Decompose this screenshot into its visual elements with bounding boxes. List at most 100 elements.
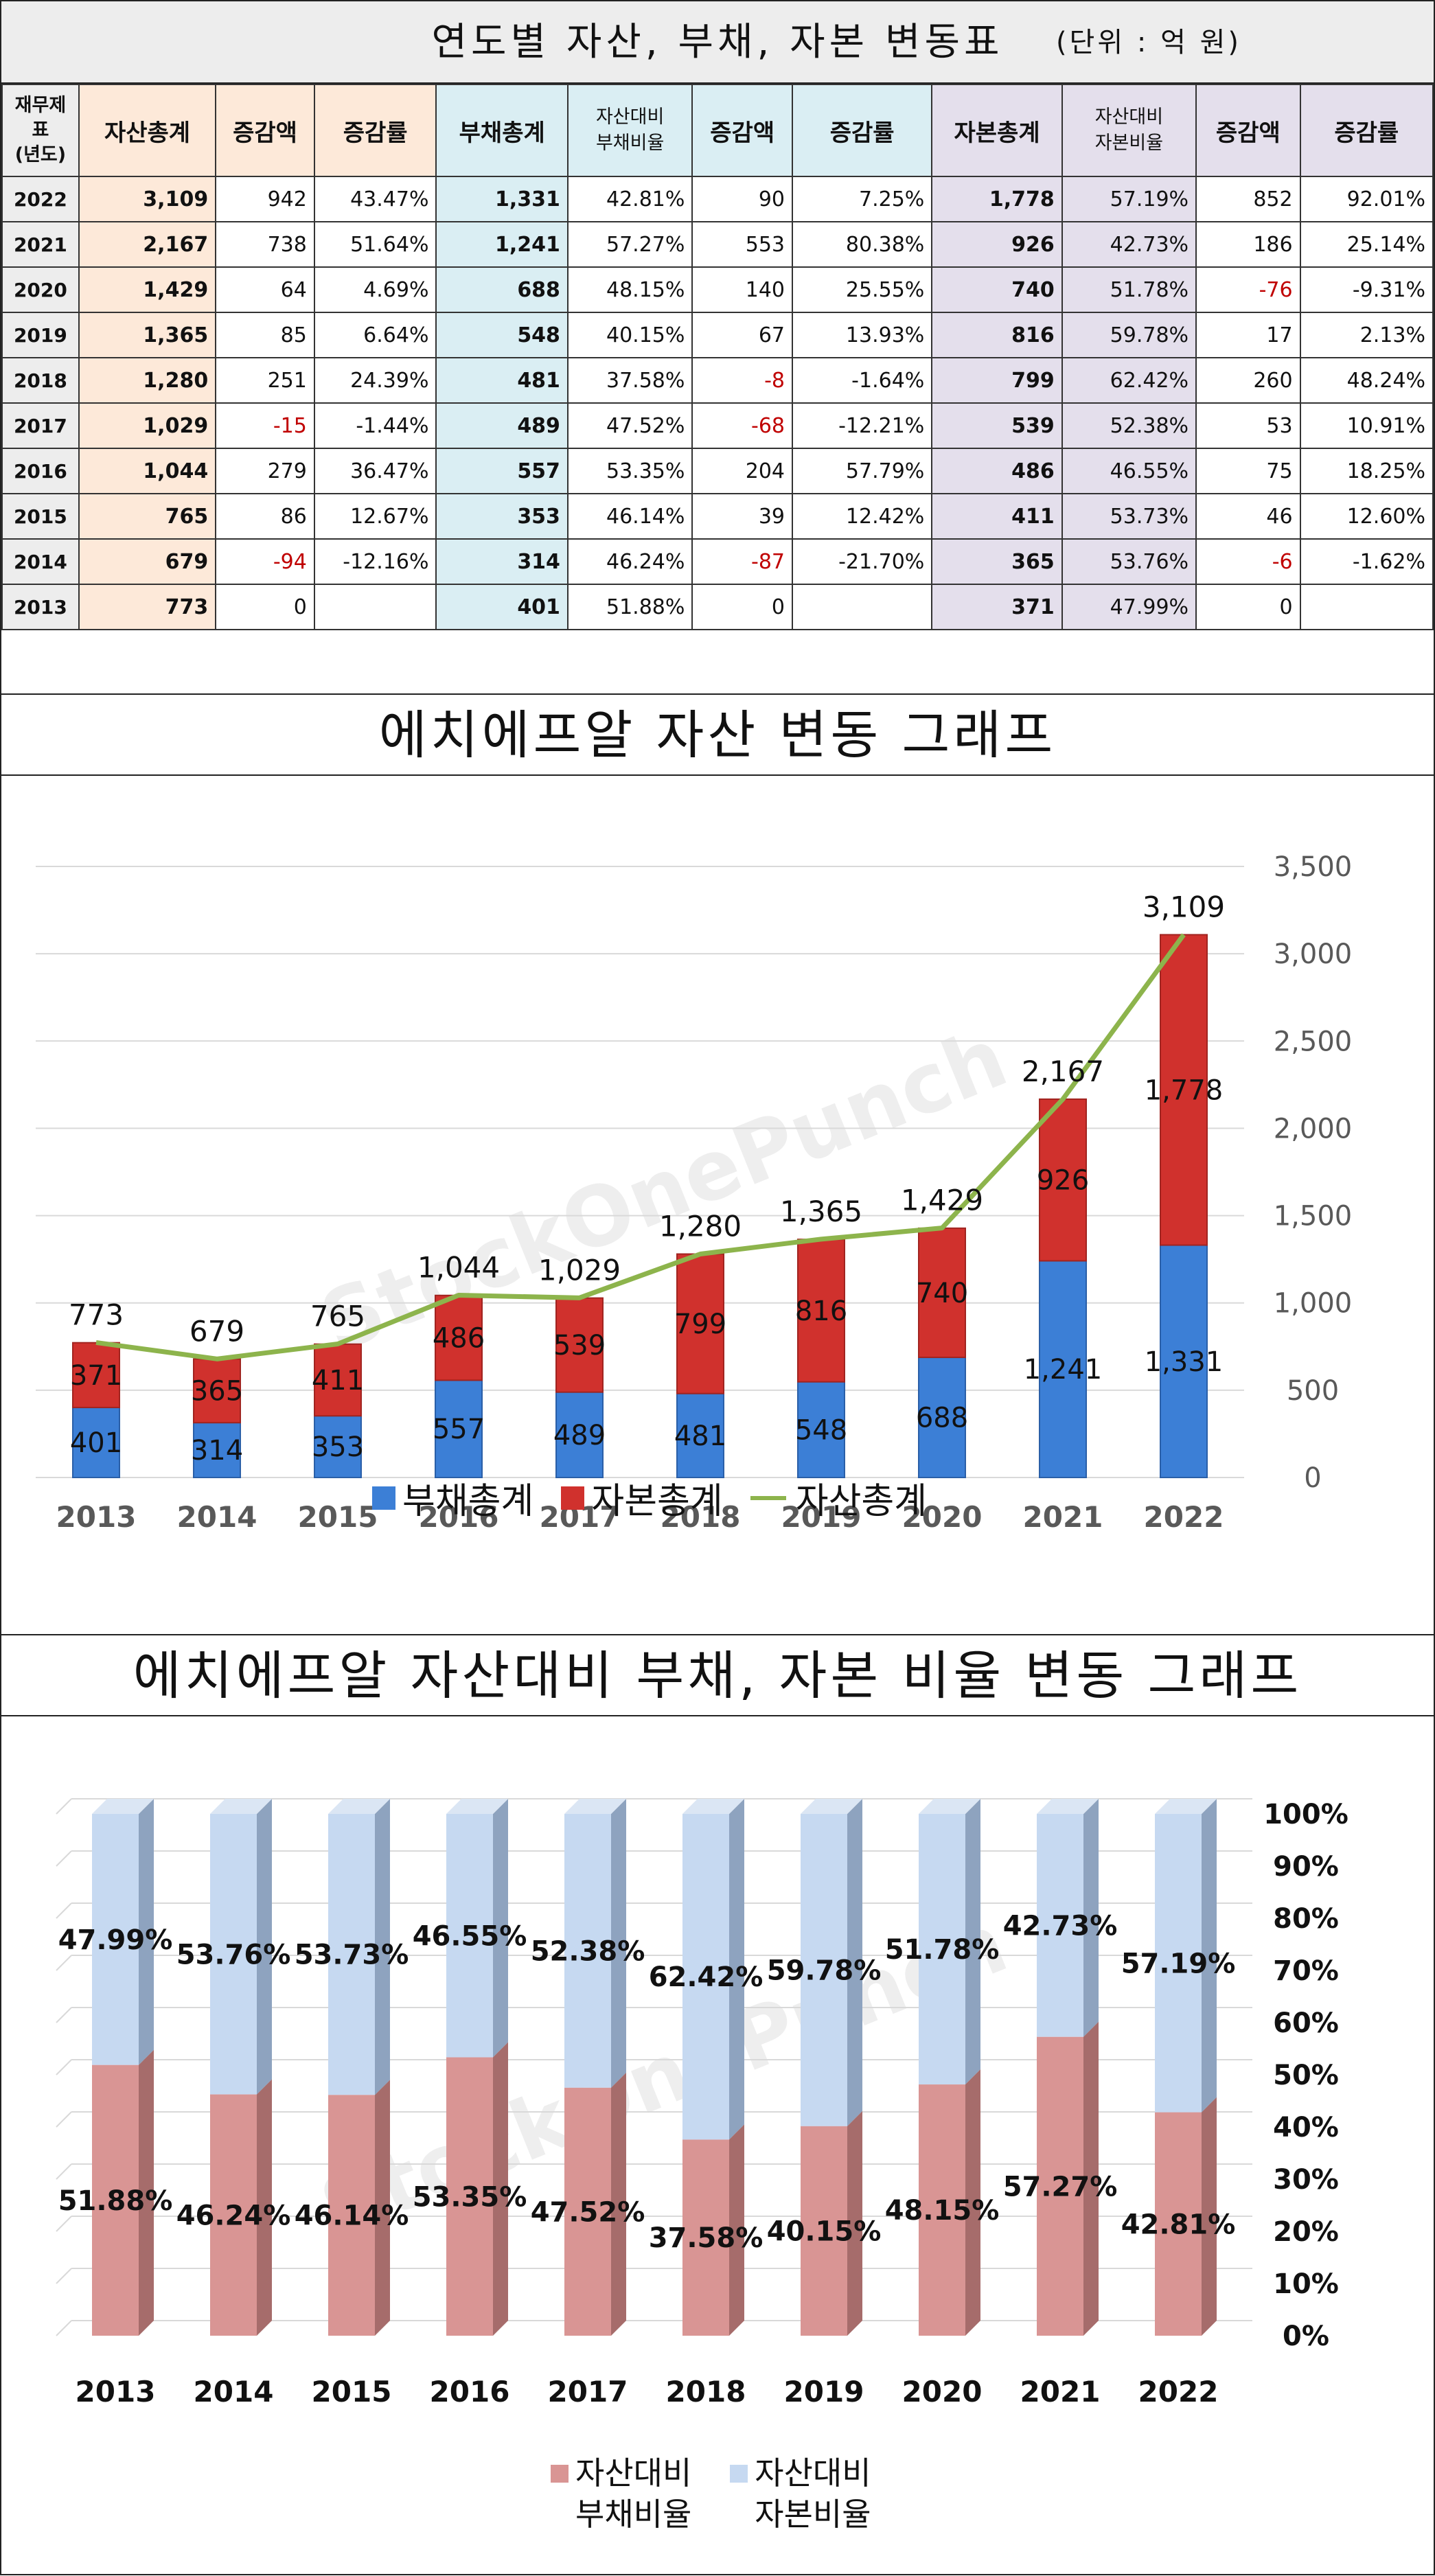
data-label-assets: 1,280 [659,1210,742,1243]
data-label-equity-ratio: 42.73% [1003,1910,1118,1942]
data-label-debt: 688 [916,1403,968,1434]
cell-debt-change-amount: 204 [691,448,793,494]
data-label-equity-ratio: 53.76% [176,1939,291,1970]
data-label-equity: 365 [191,1376,243,1407]
cell-equity-total: 740 [931,266,1063,313]
y-tick-label: 1,000 [1274,1288,1353,1320]
cell-debt-total: 548 [435,312,569,358]
data-label-debt-ratio: 46.14% [295,2200,409,2232]
table-title: 연도별 자산, 부채, 자본 변동표 [1,1,1434,84]
y-tick-label: 90% [1273,1851,1339,1883]
data-label-assets: 3,109 [1143,890,1225,923]
ratio-change-chart: StockOnePunch0%10%20%30%40%50%60%70%80%9… [56,1798,1348,2408]
data-label-assets: 1,029 [538,1253,621,1287]
cell-assets-total: 1,029 [78,402,217,449]
bar-equity-ratio-side [611,1799,626,2088]
data-label-equity: 486 [433,1323,485,1355]
bar-debt-ratio [682,2139,729,2336]
x-tick-label: 2015 [298,1500,378,1534]
bar-debt-ratio [1037,2036,1083,2336]
table-row: 2019 1,365 85 6.64% 548 40.15% 67 13.93% 816 59.7… [1,312,1434,358]
cell-debt-change-rate: 13.93% [791,312,933,358]
legend2-swatch-debt-ratio [551,2465,569,2483]
bar-equity [435,1294,483,1381]
cell-equity-change-rate: 10.91% [1299,402,1434,449]
data-label-debt: 401 [70,1427,122,1459]
x-tick-label: 2021 [1023,1500,1103,1534]
cell-assets-total: 1,280 [78,357,217,404]
y-tick-label: 70% [1273,1955,1339,1987]
bar-equity-ratio [328,1814,375,2095]
legend-swatch-equity [561,1486,585,1510]
cell-equity-change-rate: 48.24% [1299,357,1434,404]
bar-equity [555,1297,604,1393]
data-label-debt-ratio: 57.27% [1003,2171,1118,2203]
bar-debt-ratio-side [611,2072,626,2336]
legend2-item-debt-ratio: 자산대비 부채비율 [551,2452,691,2535]
cell-equity-total: 799 [931,357,1063,404]
asset-change-chart-section: 에치에프알 자산 변동 그래프 StockOnePunch 0 500 1,000 1,… [0,693,1435,1635]
cell-equity-ratio: 59.78% [1061,312,1197,358]
line-assets-total [95,933,1186,1361]
bar-equity-ratio-side [375,1799,390,2095]
data-label-debt: 557 [433,1414,485,1445]
data-label-debt: 548 [795,1414,847,1446]
x-tick-label: 2015 [312,2375,392,2408]
cell-equity-total: 371 [931,584,1063,630]
x-tick-label: 2018 [666,2375,746,2408]
cell-equity-change-amount: 53 [1195,402,1301,449]
gridline-side [56,1850,72,1867]
cell-assets-total: 3,109 [78,176,217,222]
cell-debt-total: 489 [435,402,569,449]
cell-assets-change-amount: 86 [215,493,315,540]
bar-debt-ratio [446,2057,493,2336]
bar-equity-ratio-side [847,1799,862,2126]
cell-debt-total: 481 [435,357,569,404]
cell-equity-change-amount: 46 [1195,493,1301,540]
data-label-debt-ratio: 42.81% [1121,2209,1236,2240]
cell-assets-change-amount: 279 [215,448,315,494]
data-label-assets: 773 [69,1298,124,1331]
y-tick-label: 100% [1263,1799,1348,1830]
cell-debt-change-amount: -87 [691,538,793,585]
cell-debt-change-amount: 0 [691,584,793,630]
data-label-debt-ratio: 51.88% [58,2185,173,2217]
cell-equity-change-amount: 260 [1195,357,1301,404]
cell-assets-total: 2,167 [78,221,217,268]
bar-debt [797,1381,845,1478]
y-tick-label: 30% [1273,2164,1339,2196]
data-label-assets: 1,044 [417,1251,500,1285]
cell-year: 2022 [1,176,80,222]
data-label-debt: 353 [312,1431,364,1463]
table-row: 2016 1,044 279 36.47% 557 53.35% 204 57.79% 486 4… [1,448,1434,494]
cell-debt-change-amount: 90 [691,176,793,222]
legend2-item-equity-ratio: 자산대비 자본비율 [730,2452,871,2535]
data-label-equity-ratio: 59.78% [767,1955,882,1986]
data-label-assets: 1,429 [901,1184,983,1217]
data-label-equity: 799 [674,1309,726,1340]
data-label-equity: 371 [70,1360,122,1392]
bar-equity-ratio-side [257,1799,272,2095]
bar-debt-ratio [564,2087,611,2336]
cell-assets-total: 1,429 [78,266,217,313]
cell-debt-change-rate: 7.25% [791,176,933,222]
cell-equity-ratio: 47.99% [1061,584,1197,630]
data-label-equity: 926 [1037,1165,1089,1197]
bar-debt-ratio-side [1202,2097,1217,2336]
bar-equity-ratio-top [1037,1799,1099,1814]
bar-equity-ratio-side [1083,1799,1099,2037]
bar-equity-ratio-side [1202,1799,1217,2113]
cell-debt-change-rate: 80.38% [791,221,933,268]
table-row: 2018 1,280 251 24.39% 481 37.58% -8 -1.64% 799 62… [1,357,1434,404]
cell-debt-total: 314 [435,538,569,585]
data-label-debt-ratio: 53.35% [413,2181,527,2213]
cell-equity-total: 816 [931,312,1063,358]
cell-debt-ratio: 57.27% [566,221,693,268]
chart2-legend: 자산대비 부채비율 자산대비 자본비율 [551,2452,871,2535]
bar-equity-ratio-side [965,1799,980,2085]
table-row: 2014 679 -94 -12.16% 314 46.24% -87 -21.70% 365 5… [1,538,1434,585]
bar-debt-ratio [801,2126,847,2336]
bar-debt-ratio [919,2084,965,2336]
bar-equity-ratio-side [729,1799,744,2140]
gridline-side [56,2111,72,2128]
